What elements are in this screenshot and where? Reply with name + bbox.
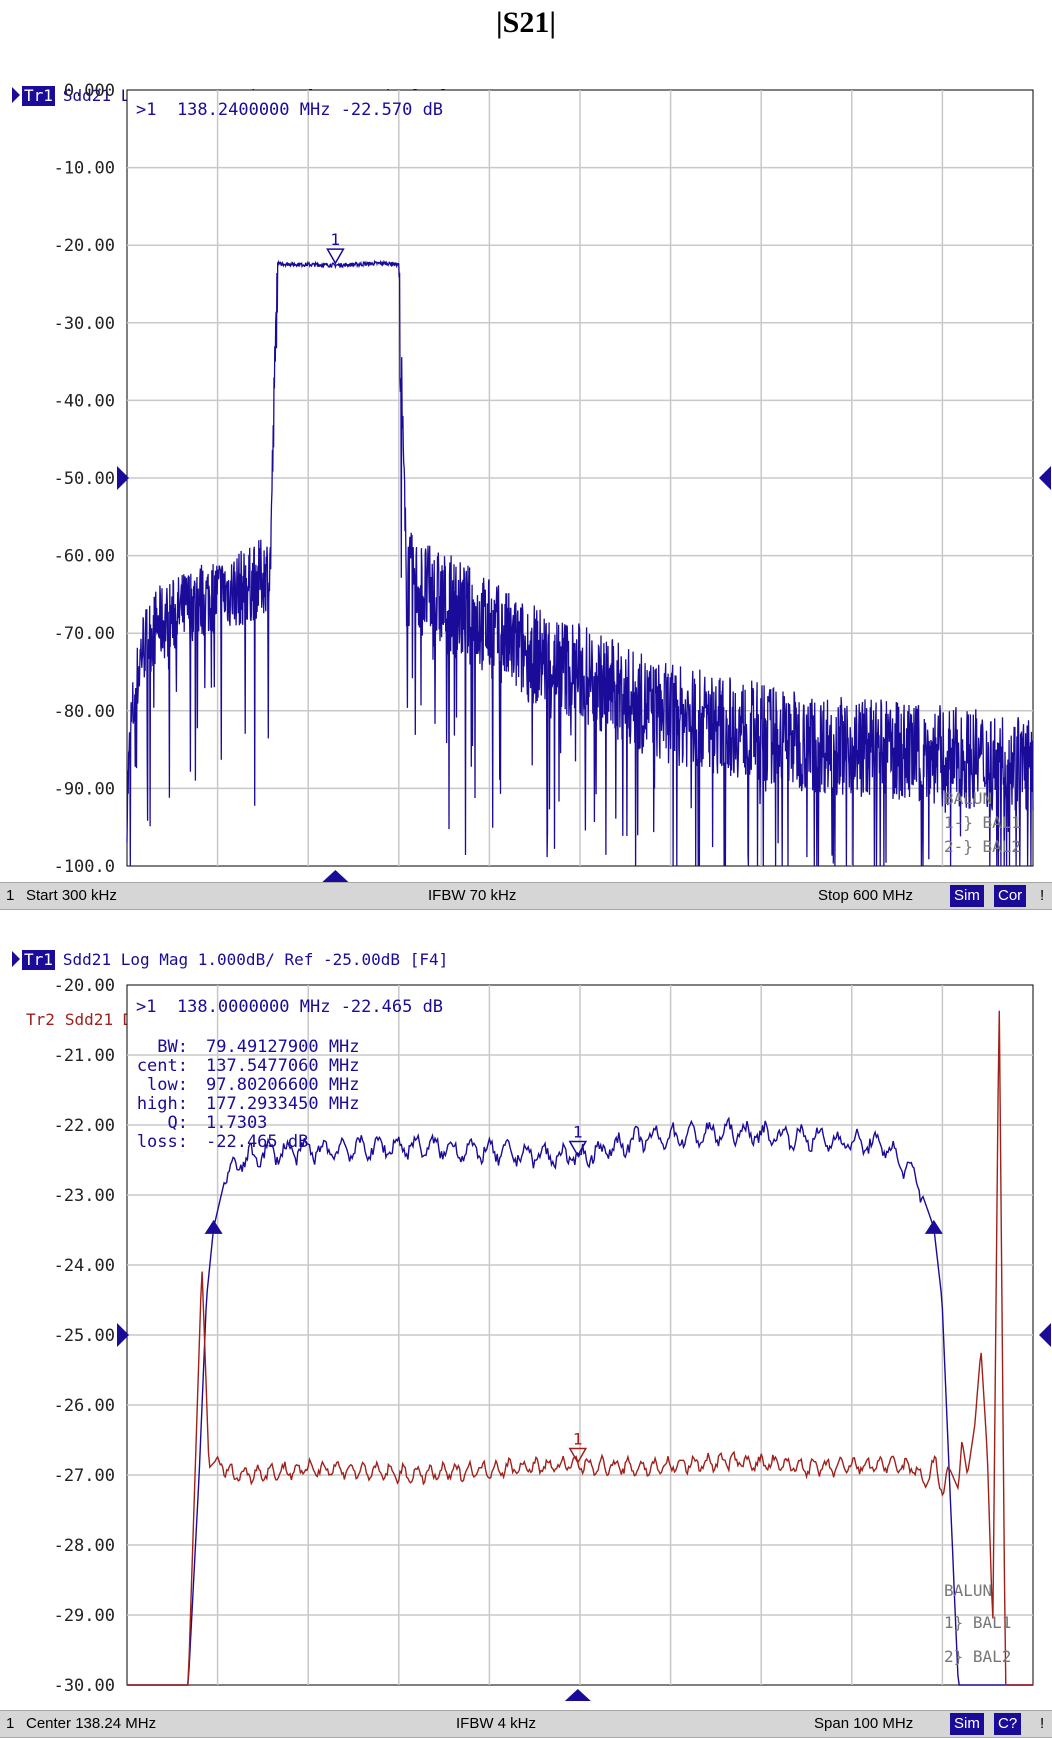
marker-1-label: 1 [330,230,340,249]
status-end: ! [1040,887,1045,904]
ref-level-marker-left [117,466,129,490]
traces [126,259,1034,867]
marker-1-stimulus-indicator [322,870,349,882]
start-frequency[interactable]: Start 300 kHz [26,887,117,904]
page-title: |S21| [496,6,556,39]
stat-value: -22.465 dB [206,1132,308,1152]
stat-value: 97.80206600 MHz [206,1075,360,1095]
y-tick-label: -28.00 [54,1536,115,1556]
y-tick-label: -21.00 [54,1046,115,1066]
bandwidth-stats: BW: 79.49127900 MHz cent: 137.5477060 MHz lo… [137,1037,360,1152]
y-tick-label: -20.00 [54,236,115,256]
y-tick-label: -27.00 [54,1466,115,1486]
y-tick-label: 0.000 [64,81,115,101]
trace-tag-tr1[interactable]: Tr1 [22,950,55,970]
stat-label: loss: [137,1132,188,1152]
y-tick-label: -90.00 [54,779,115,799]
stat-value: 137.5477060 MHz [206,1056,360,1076]
y-tick-label: -30.00 [54,1676,115,1696]
cor-badge[interactable]: C? [994,1713,1022,1735]
legend-entry: 2} BAL2 [944,1647,1011,1666]
y-tick-label: -22.00 [54,1116,115,1136]
stat-value: 177.2933450 MHz [206,1094,360,1114]
sim-badge[interactable]: Sim [950,1713,984,1735]
y-tick-label: -100.0 [54,857,115,877]
center-frequency[interactable]: Center 138.24 MHz [26,1715,157,1732]
annotations: >1 138.2400000 MHz -22.570 dB [136,100,443,120]
legend: BALUN 1-} BAL1 2-} BAL2 [944,789,1021,856]
marker-readout: >1 138.0000000 MHz -22.465 dB [136,997,443,1017]
ref-level-marker-right [1039,466,1051,490]
active-trace-icon [12,87,20,103]
y-tick-label: -25.00 [54,1326,115,1346]
series-line-1 [127,1116,1033,1686]
stat-value: 1.7303 [206,1113,267,1133]
active-trace-icon [12,951,20,967]
ref-level-marker-right [1039,1323,1051,1347]
channel-number: 1 [6,1715,15,1732]
status-bar-2: 1 Center 138.24 MHz IFBW 4 kHz Span 100 … [0,1710,1052,1738]
ref-level-marker-left [117,1323,129,1347]
ifbw[interactable]: IFBW 4 kHz [456,1715,537,1732]
stat-label: Q: [168,1113,188,1133]
y-tick-label: -10.00 [54,159,115,179]
y-axis-ticks: 0.000 -10.00 -20.00 -30.00 -40.00 -50.00 -60.0… [54,81,1051,877]
y-axis-ticks: -20.00 -21.00 -22.00 -23.00 -24.00 -25.00 -26.… [54,976,1051,1696]
annotations: >1 138.0000000 MHz -22.465 dB BW: 79.4912… [136,997,443,1152]
y-tick-label: -70.00 [54,624,115,644]
stat-label: low: [147,1075,188,1095]
trace-tag-tr1[interactable]: Tr1 [22,86,55,106]
status-bar-1: 1 Start 300 kHz IFBW 70 kHz Stop 600 MHz… [0,882,1052,910]
legend: BALUN 1} BAL1 2} BAL2 [944,1581,1011,1666]
sim-badge[interactable]: Sim [950,885,984,907]
legend-entry: BALUN [944,789,992,808]
y-tick-label: -29.00 [54,1606,115,1626]
traces [127,1010,1033,1686]
marker-1-label: 1 [573,1430,583,1449]
grid [126,984,1034,1686]
y-tick-label: -60.00 [54,547,115,567]
markers: 1 [322,230,349,882]
legend-entry: 1} BAL1 [944,1613,1011,1632]
stat-label: BW: [157,1037,188,1057]
stat-label: high: [137,1094,188,1114]
legend-entry: BALUN [944,1581,992,1600]
bandwidth-marker [924,1219,943,1234]
stop-frequency[interactable]: Stop 600 MHz [818,887,914,904]
legend-entry: 2-} BAL2 [944,837,1021,856]
span-frequency[interactable]: Span 100 MHz [814,1715,914,1732]
y-tick-label: -24.00 [54,1256,115,1276]
y-tick-label: -80.00 [54,702,115,722]
channel-number: 1 [6,887,15,904]
legend-entry: 1-} BAL1 [944,813,1021,832]
y-tick-label: -20.00 [54,976,115,996]
marker-1-stimulus-indicator [564,1689,591,1701]
trace-setting: Sdd21 Log Mag 1.000dB/ Ref -25.00dB [F4] [62,950,449,969]
y-tick-label: -40.00 [54,391,115,411]
ifbw[interactable]: IFBW 70 kHz [428,887,517,904]
series-line-1 [126,259,1034,867]
marker-1-triangle [326,248,345,265]
marker-1-triangle [568,1140,588,1158]
status-end: ! [1040,1715,1045,1732]
series-line-2 [127,1010,1033,1686]
y-tick-label: -26.00 [54,1396,115,1416]
marker-readout: >1 138.2400000 MHz -22.570 dB [136,100,443,120]
y-tick-label: -23.00 [54,1186,115,1206]
y-tick-label: -50.00 [54,469,115,489]
markers: 11 [204,1123,943,1701]
marker-1-triangle [568,1447,588,1465]
log-mag-delay-chart[interactable]: -20.00 -21.00 -22.00 -23.00 -24.00 -25.00 -26.… [0,950,1052,1710]
marker-1-label: 1 [573,1123,583,1142]
cor-badge[interactable]: Cor [994,885,1027,907]
stat-label: cent: [137,1056,188,1076]
bandwidth-marker [204,1219,223,1234]
trace-tag-tr2[interactable]: Tr2 [26,1010,55,1029]
y-tick-label: -30.00 [54,314,115,334]
stat-value: 79.49127900 MHz [206,1037,360,1057]
log-mag-wideband-chart[interactable]: 0.000 -10.00 -20.00 -30.00 -40.00 -50.00 -60.0… [0,66,1052,882]
